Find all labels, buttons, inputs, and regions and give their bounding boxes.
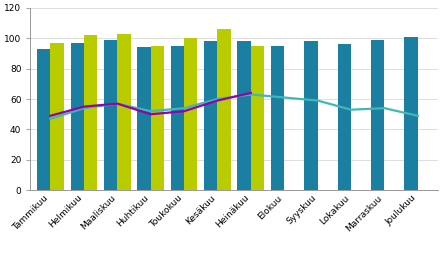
Bar (338, 44, 351, 190)
Bar (271, 46, 284, 190)
Bar (151, 46, 164, 190)
Bar (251, 46, 264, 190)
Bar (104, 40, 117, 190)
Bar (71, 43, 84, 190)
Bar (204, 41, 217, 190)
Bar (137, 47, 151, 190)
Bar (237, 41, 251, 190)
Bar (184, 38, 198, 190)
Bar (117, 33, 131, 190)
Bar (304, 41, 318, 190)
Bar (171, 46, 184, 190)
Bar (404, 37, 418, 190)
Bar (50, 43, 64, 190)
Bar (217, 29, 231, 190)
Bar (371, 40, 385, 190)
Bar (37, 49, 50, 190)
Bar (84, 35, 97, 190)
